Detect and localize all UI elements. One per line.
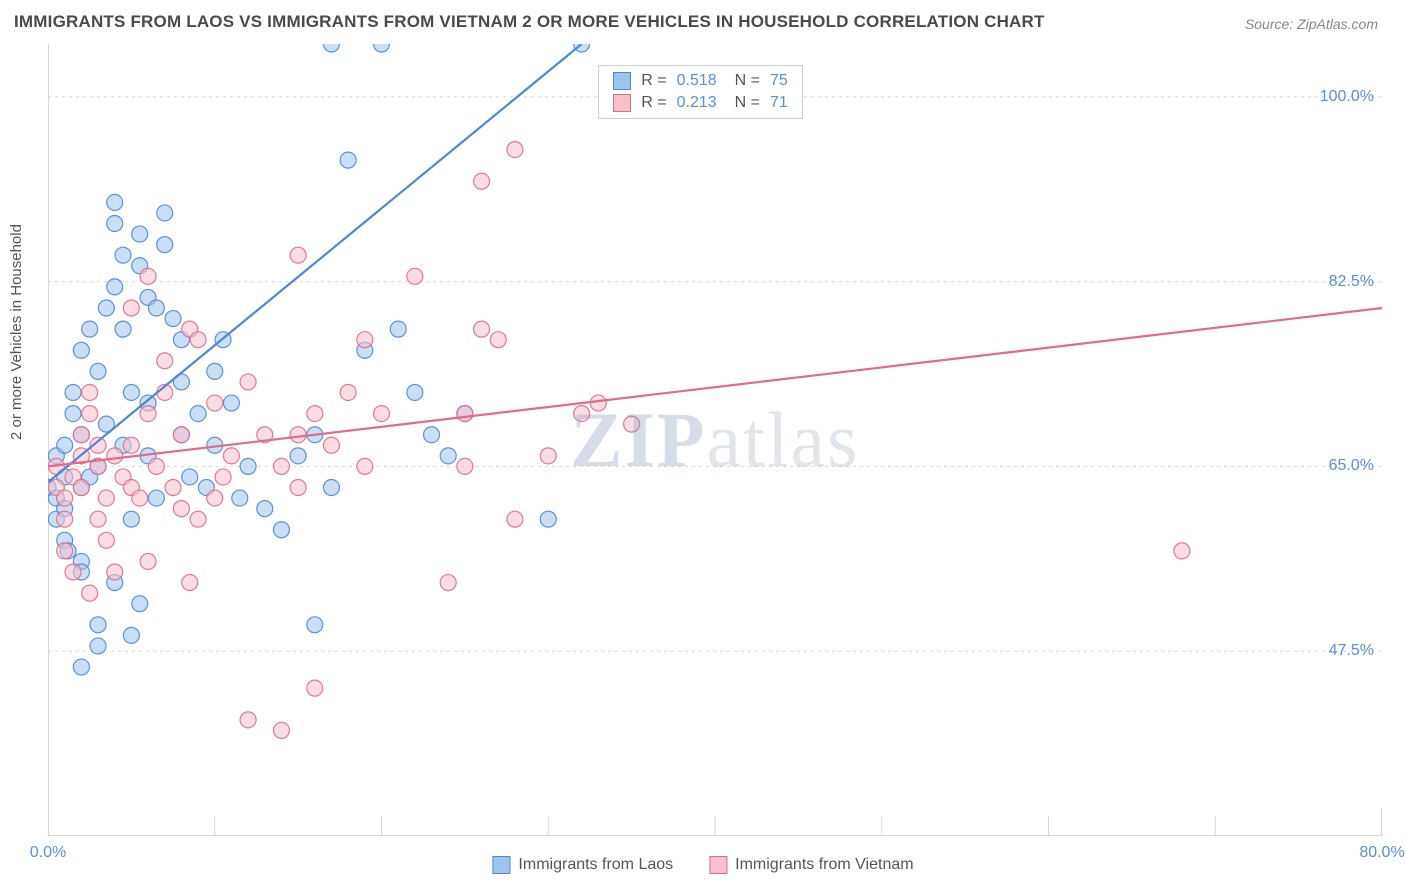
- r-label: R =: [641, 94, 666, 112]
- chart-title: IMMIGRANTS FROM LAOS VS IMMIGRANTS FROM …: [14, 12, 1045, 32]
- plot-container: ZIPatlas R =0.518N =75R =0.213N =71: [48, 44, 1382, 836]
- legend-swatch: [709, 856, 727, 874]
- scatter-chart: [48, 44, 1382, 836]
- legend-swatch: [613, 72, 631, 90]
- source-attribution: Source: ZipAtlas.com: [1245, 16, 1378, 32]
- n-value: 75: [770, 72, 788, 90]
- legend-label: Immigrants from Vietnam: [735, 856, 913, 874]
- x-tick-label: 80.0%: [1359, 844, 1404, 862]
- legend-item: Immigrants from Vietnam: [709, 856, 913, 874]
- y-tick-label: 47.5%: [1329, 642, 1374, 660]
- y-tick-label: 65.0%: [1329, 457, 1374, 475]
- correlation-row: R = 0.518 N = 75: [599, 70, 802, 92]
- x-tick-label: 0.0%: [30, 844, 66, 862]
- y-tick-label: 82.5%: [1329, 273, 1374, 291]
- series-legend: Immigrants from Laos Immigrants from Viet…: [492, 856, 913, 874]
- legend-item: Immigrants from Laos: [492, 856, 673, 874]
- r-value: 0.518: [677, 72, 717, 90]
- n-label: N =: [735, 94, 760, 112]
- n-value: 71: [770, 94, 788, 112]
- correlation-legend: R = 0.518 N = 75 R = 0.213 N = 71: [598, 65, 803, 119]
- n-label: N =: [735, 72, 760, 90]
- y-axis-label: 2 or more Vehicles in Household: [8, 224, 25, 440]
- correlation-row: R = 0.213 N = 71: [599, 92, 802, 114]
- r-label: R =: [641, 72, 666, 90]
- r-value: 0.213: [677, 94, 717, 112]
- y-tick-label: 100.0%: [1320, 88, 1374, 106]
- legend-swatch: [613, 94, 631, 112]
- legend-label: Immigrants from Laos: [518, 856, 673, 874]
- legend-swatch: [492, 856, 510, 874]
